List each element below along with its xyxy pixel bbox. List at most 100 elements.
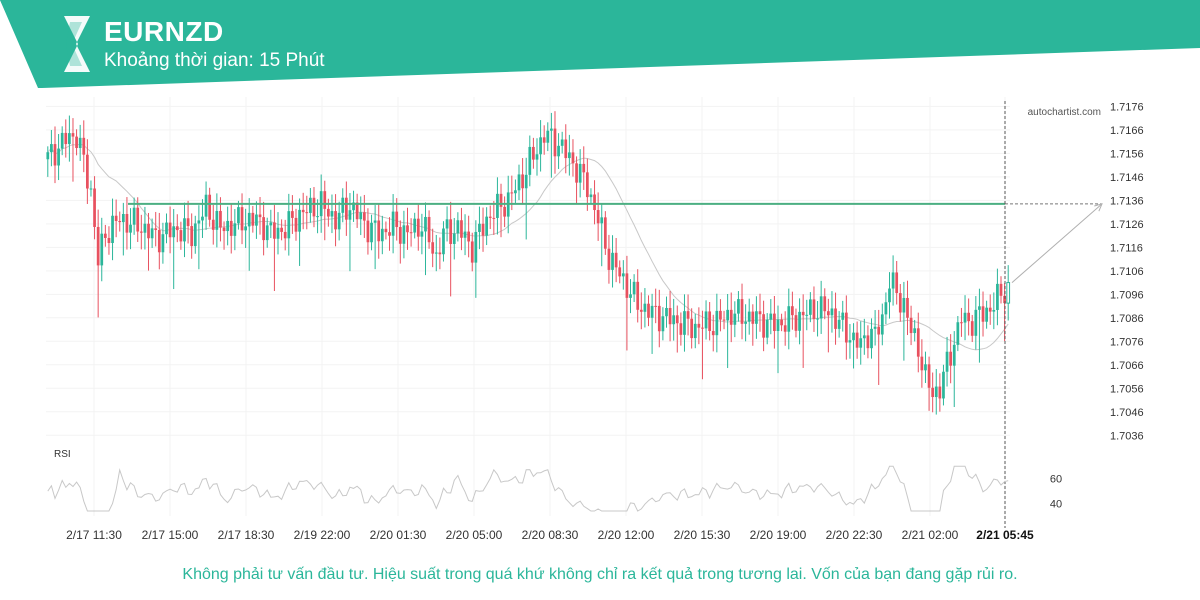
candle-body <box>355 202 359 220</box>
candle-body <box>488 216 492 218</box>
candle-body <box>175 226 179 231</box>
candle-body <box>50 144 53 153</box>
time-tick-label: 2/21 02:00 <box>902 528 959 542</box>
candle-body <box>787 306 791 332</box>
candle-body <box>600 217 604 224</box>
autochartist-logo-icon <box>64 16 90 72</box>
candle-body <box>758 311 762 315</box>
rsi-label: RSI <box>54 449 71 460</box>
candle-body <box>607 248 611 270</box>
price-tick-label: 1.7146 <box>1110 172 1144 184</box>
candle-body <box>621 273 625 277</box>
candle-body <box>880 314 884 335</box>
candle-body <box>409 232 413 234</box>
candle-body <box>740 299 744 324</box>
candle-body <box>891 272 895 289</box>
candle-body <box>585 172 589 198</box>
candle-body <box>154 228 158 231</box>
candle-body <box>866 335 870 349</box>
projection-arrow <box>1011 203 1103 283</box>
candle-body <box>391 211 395 236</box>
candle-body <box>737 299 740 314</box>
candle-body <box>129 224 132 233</box>
candle-body <box>898 293 902 313</box>
candlestick-series <box>46 111 1011 415</box>
candle-body <box>567 152 571 159</box>
candle-body <box>143 223 147 233</box>
candle-body <box>161 234 165 253</box>
candle-body <box>341 197 345 213</box>
candle-body <box>442 228 445 255</box>
candle-body <box>517 174 521 191</box>
candle-body <box>744 321 747 324</box>
chart-grid <box>46 97 1010 516</box>
candle-body <box>629 294 632 298</box>
candle-body <box>431 242 435 254</box>
candle-body <box>370 222 373 243</box>
candle-body <box>841 312 845 320</box>
candle-body <box>755 311 758 324</box>
candle-body <box>406 225 409 233</box>
price-tick-label: 1.7096 <box>1110 289 1144 301</box>
time-tick-label: 2/19 22:00 <box>294 528 351 542</box>
chart-header: EURNZD Khoảng thời gian: 15 Phút <box>0 0 1200 88</box>
candle-body <box>125 213 129 233</box>
candle-body <box>848 340 852 343</box>
candle-body <box>53 144 57 166</box>
candle-body <box>305 212 309 214</box>
moving-average-line <box>47 143 1009 351</box>
candle-body <box>71 133 75 137</box>
candle-body <box>722 319 726 321</box>
candle-body <box>251 212 255 226</box>
candle-body <box>834 308 837 329</box>
candle-body <box>589 194 593 198</box>
candle-body <box>934 386 938 398</box>
candle-body <box>643 303 647 312</box>
candle-body <box>89 188 93 190</box>
price-tick-label: 1.7086 <box>1110 313 1144 325</box>
candle-body <box>776 319 780 331</box>
candle-body <box>546 130 550 143</box>
candle-body <box>323 191 327 209</box>
price-tick-label: 1.7056 <box>1110 383 1144 395</box>
time-tick-label: 2/17 18:30 <box>218 528 275 542</box>
candle-body <box>68 133 71 145</box>
rsi-panel: 60 40 <box>47 465 1062 512</box>
candle-body <box>593 194 596 211</box>
candle-body <box>492 217 496 219</box>
candle-body <box>611 252 614 270</box>
candle-body <box>542 137 546 143</box>
candle-body <box>614 252 618 268</box>
candle-body <box>244 226 248 231</box>
candle-body <box>873 326 877 329</box>
candle-body <box>388 232 391 236</box>
candle-body <box>693 323 697 339</box>
candle-body <box>769 313 773 320</box>
time-tick-label: 2/20 22:30 <box>826 528 883 542</box>
candle-body <box>690 318 694 339</box>
candle-body <box>330 211 334 217</box>
moving-average-path <box>47 143 1009 351</box>
candle-body <box>1003 295 1006 304</box>
candle-body <box>107 237 111 244</box>
candle-body <box>996 283 999 310</box>
candle-body <box>701 327 704 329</box>
candle-body <box>157 230 161 253</box>
candle-body <box>326 208 330 217</box>
candle-body <box>697 323 701 328</box>
candle-body <box>747 311 751 322</box>
candle-body <box>978 306 981 310</box>
price-tick-label: 1.7166 <box>1110 125 1144 137</box>
candle-body <box>708 311 712 331</box>
candle-body <box>711 330 715 336</box>
candle-body <box>895 272 899 294</box>
candle-body <box>262 217 265 241</box>
candle-body <box>334 211 337 230</box>
candle-body <box>956 322 960 345</box>
candle-body <box>359 212 363 220</box>
candle-body <box>165 222 168 235</box>
candle-body <box>258 214 262 218</box>
candle-body <box>942 371 945 399</box>
candle-body <box>294 217 298 232</box>
candle-body <box>96 226 100 266</box>
